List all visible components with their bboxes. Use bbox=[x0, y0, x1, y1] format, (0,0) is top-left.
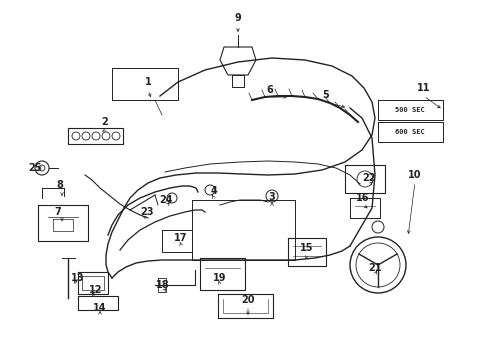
Text: 11: 11 bbox=[417, 83, 431, 93]
Text: 16: 16 bbox=[356, 193, 370, 203]
Text: 5: 5 bbox=[322, 90, 329, 100]
Text: 9: 9 bbox=[235, 13, 242, 23]
Text: 12: 12 bbox=[89, 285, 103, 295]
Text: 7: 7 bbox=[54, 207, 61, 217]
Text: 8: 8 bbox=[56, 180, 63, 190]
Text: 6: 6 bbox=[267, 85, 273, 95]
Text: 500 SEC: 500 SEC bbox=[395, 107, 425, 113]
Text: 13: 13 bbox=[71, 273, 85, 283]
Text: 20: 20 bbox=[241, 295, 255, 305]
Text: 2: 2 bbox=[101, 117, 108, 127]
Text: 23: 23 bbox=[140, 207, 154, 217]
Text: 1: 1 bbox=[145, 77, 151, 87]
Text: 15: 15 bbox=[300, 243, 314, 253]
Text: 600 SEC: 600 SEC bbox=[395, 129, 425, 135]
Text: 14: 14 bbox=[93, 303, 107, 313]
Text: 22: 22 bbox=[362, 173, 376, 183]
Text: 3: 3 bbox=[269, 192, 275, 202]
Text: 4: 4 bbox=[211, 186, 218, 196]
Text: 19: 19 bbox=[213, 273, 227, 283]
Text: 21: 21 bbox=[368, 263, 382, 273]
Text: 18: 18 bbox=[156, 280, 170, 290]
Text: 17: 17 bbox=[174, 233, 188, 243]
Text: 24: 24 bbox=[159, 195, 173, 205]
Text: 10: 10 bbox=[408, 170, 422, 180]
Text: 25: 25 bbox=[28, 163, 42, 173]
